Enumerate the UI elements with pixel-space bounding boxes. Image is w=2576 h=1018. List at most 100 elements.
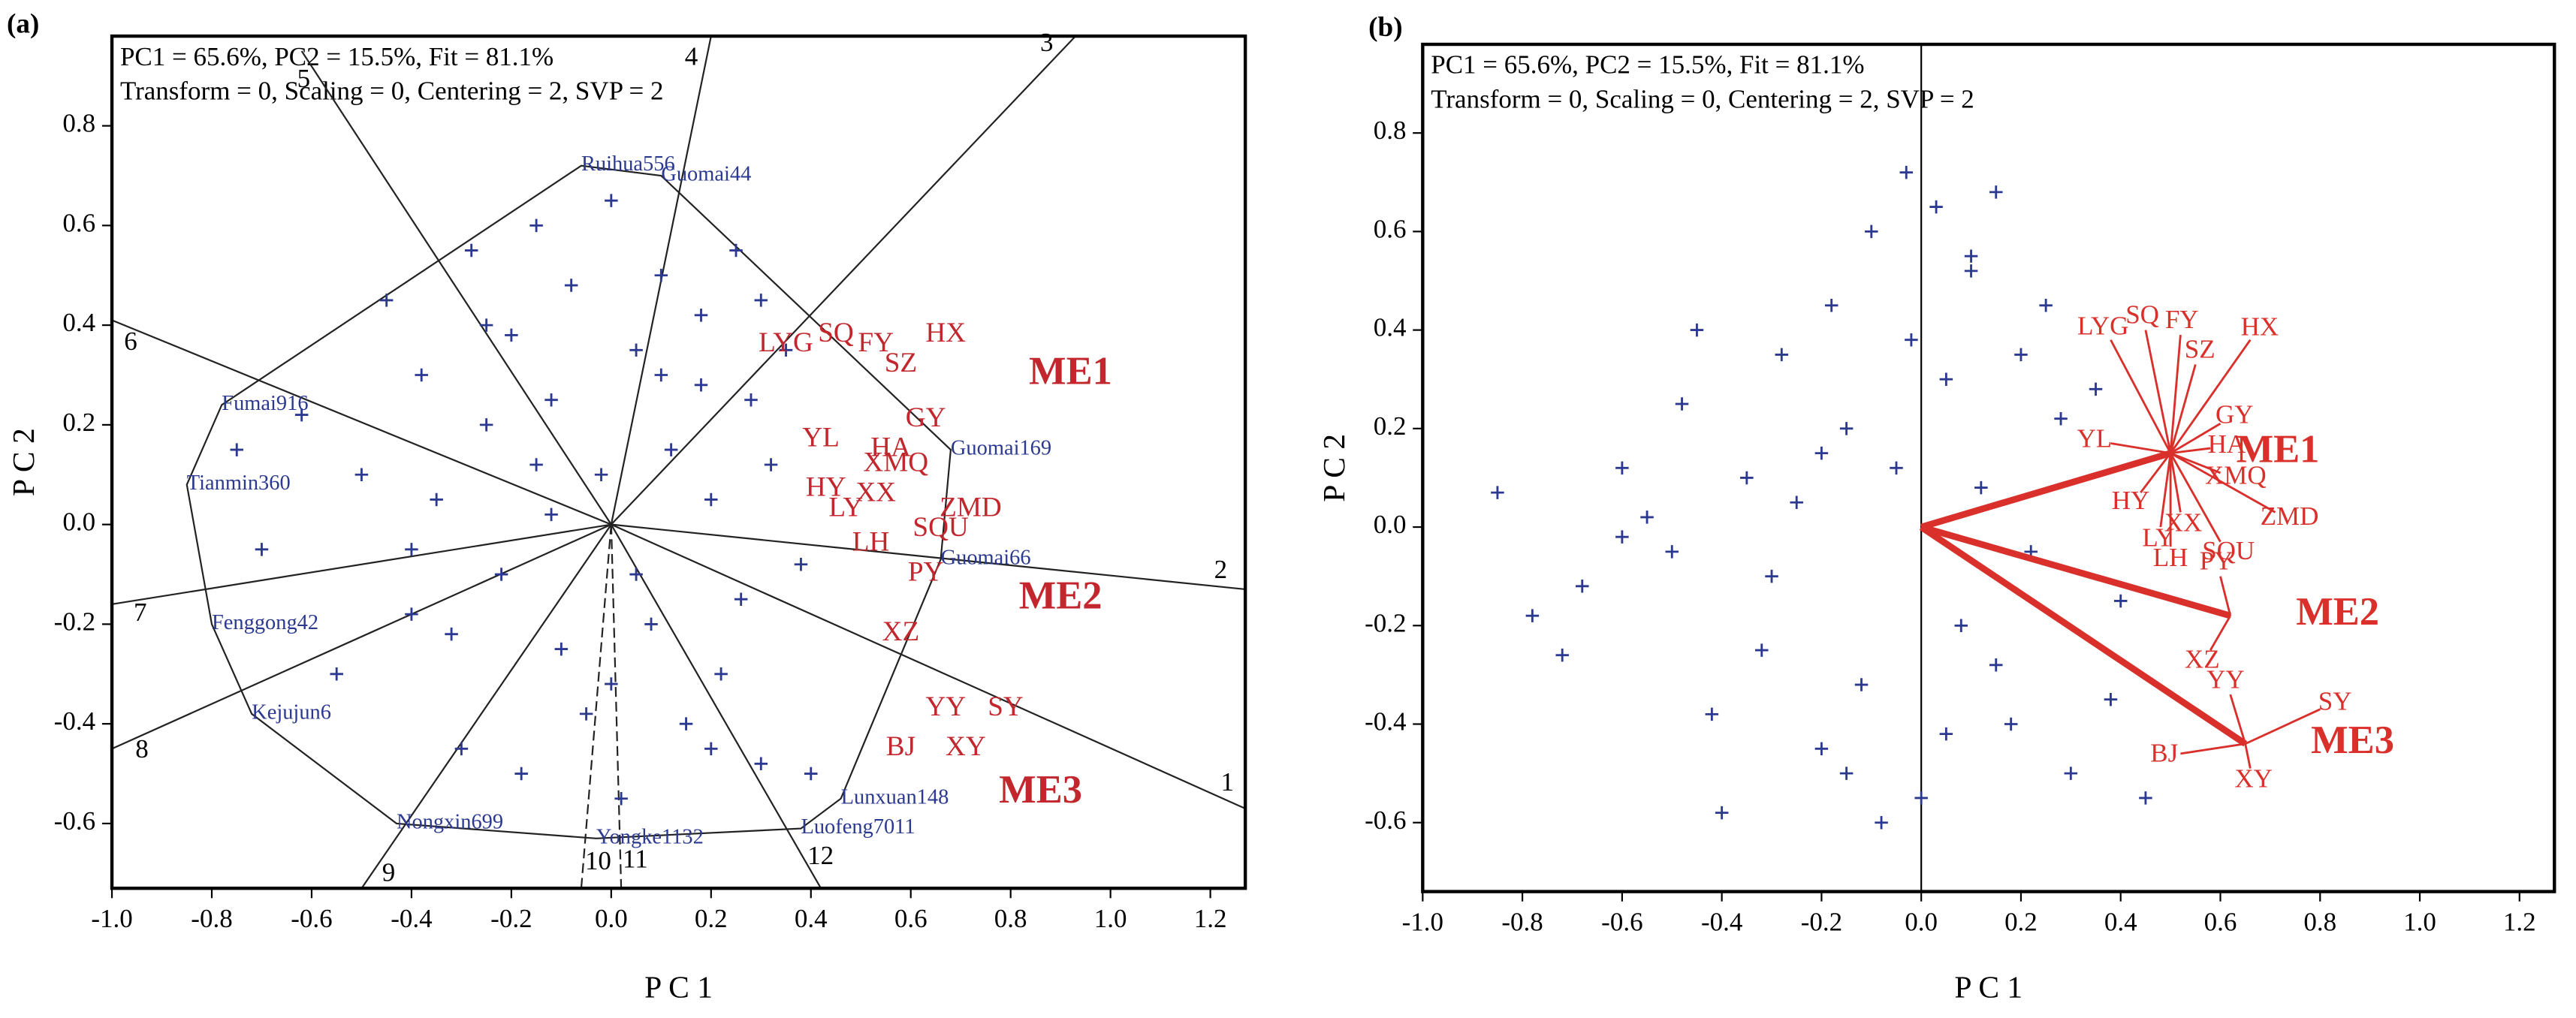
genotype-marker	[230, 443, 243, 456]
env-label: SZ	[885, 348, 917, 378]
env-label: GY	[906, 402, 946, 433]
genotype-marker	[694, 378, 708, 392]
genotype-marker	[1939, 372, 1953, 386]
genotype-marker	[2064, 767, 2078, 780]
genotype-marker	[734, 592, 748, 606]
annotation: PC1 = 65.6%, PC2 = 15.5%, Fit = 81.1%	[120, 42, 554, 71]
genotype-marker	[2113, 594, 2128, 608]
genotype-marker	[544, 393, 558, 407]
y-tick-label: -0.4	[54, 706, 95, 736]
genotype-label: Fenggong42	[212, 611, 318, 634]
genotype-marker	[564, 279, 578, 292]
genotype-marker	[1790, 495, 1803, 509]
sector-line	[111, 523, 612, 605]
x-tick-label: 1.0	[2403, 907, 2436, 936]
x-tick-label: 0.0	[1905, 907, 1938, 936]
sector-line	[611, 35, 1076, 526]
env-label: HA	[870, 432, 911, 463]
env-label: SQU	[912, 512, 969, 543]
genotype-marker	[1954, 619, 1968, 633]
genotype-marker	[454, 742, 469, 756]
genotype-marker	[605, 194, 618, 207]
genotype-marker	[614, 791, 628, 806]
env-label: HY	[806, 472, 846, 503]
env-label: SQ	[2125, 300, 2159, 329]
sector-label: 8	[135, 734, 149, 764]
genotype-marker	[1939, 727, 1953, 741]
genotype-marker	[629, 568, 643, 581]
genotype-marker	[1839, 767, 1854, 780]
genotype-marker	[654, 268, 668, 282]
genotype-label: Lunxuan148	[841, 785, 949, 809]
genotype-label: Guomai66	[941, 547, 1031, 570]
env-label: XY	[946, 731, 986, 762]
genotype-marker	[514, 767, 528, 781]
genotype-marker	[379, 294, 394, 307]
genotype-marker	[529, 218, 543, 233]
x-tick-label: -0.8	[1501, 907, 1543, 936]
env-vector	[2159, 453, 2172, 528]
x-tick-label: 1.2	[2503, 907, 2536, 936]
genotype-marker	[729, 243, 743, 258]
y-tick-label: 0.2	[62, 408, 95, 437]
sector-label: 3	[1040, 28, 1054, 57]
env-label: FY	[858, 327, 894, 358]
x-tick-label: -0.6	[291, 904, 332, 933]
genotype-marker	[354, 468, 369, 482]
env-vector	[2170, 452, 2222, 474]
x-tick-label: -1.0	[1402, 907, 1443, 936]
sector-label: 12	[807, 841, 834, 870]
y-tick-label: -0.6	[54, 806, 95, 836]
env-label: YY	[2206, 664, 2245, 694]
y-tick-label: -0.2	[1365, 608, 1406, 637]
genotype-marker	[644, 617, 658, 631]
genotype-marker	[430, 492, 443, 507]
genotype-label: Guomai169	[951, 437, 1051, 460]
sector-line	[611, 523, 1246, 591]
env-vector	[2169, 335, 2182, 453]
sector-line	[580, 524, 612, 889]
genotype-marker	[1715, 806, 1729, 820]
genotype-marker	[704, 742, 718, 756]
genotype-marker	[255, 543, 269, 556]
genotype-marker	[1576, 580, 1589, 593]
genotype-marker	[2004, 717, 2018, 731]
sector-label: 6	[124, 327, 137, 356]
x-axis-label: P C 1	[1954, 969, 2022, 1004]
env-vector	[2110, 442, 2171, 455]
y-tick-label: 0.6	[62, 208, 95, 237]
genotype-marker	[1665, 545, 1679, 559]
annotation: Transform = 0, Scaling = 0, Centering = …	[1431, 85, 1974, 114]
genotype-marker	[764, 458, 778, 471]
genotype-marker	[2089, 382, 2103, 396]
env-label: YL	[802, 422, 840, 453]
env-label: XMQ	[2205, 460, 2267, 489]
sector-label: 4	[685, 41, 698, 71]
env-vector	[2169, 364, 2197, 454]
genotype-marker	[754, 757, 768, 771]
genotype-marker	[505, 328, 518, 342]
env-vector	[2244, 743, 2252, 769]
genotype-marker	[479, 318, 493, 332]
genotype-marker	[1615, 530, 1629, 544]
genotype-marker	[1929, 200, 1943, 214]
env-label: SQ	[818, 318, 854, 348]
y-tick-label: 0.6	[1374, 214, 1407, 243]
env-vector	[2229, 694, 2247, 745]
env-label: HY	[2112, 486, 2150, 515]
genotype-marker	[1775, 348, 1789, 362]
genotype-marker	[2139, 791, 2152, 805]
env-label: LY	[2142, 523, 2174, 552]
x-tick-label: 1.0	[1094, 904, 1127, 933]
genotype-marker	[754, 294, 768, 307]
genotype-marker	[1899, 165, 1914, 179]
env-label: YY	[925, 691, 966, 722]
x-tick-label: -0.2	[490, 904, 532, 933]
x-tick-label: -0.4	[391, 904, 432, 933]
genotype-marker	[1675, 397, 1689, 411]
annotation: Transform = 0, Scaling = 0, Centering = …	[120, 77, 664, 106]
env-label: PY	[908, 557, 944, 588]
genotype-marker	[704, 492, 718, 507]
x-tick-label: -0.6	[1601, 907, 1642, 936]
